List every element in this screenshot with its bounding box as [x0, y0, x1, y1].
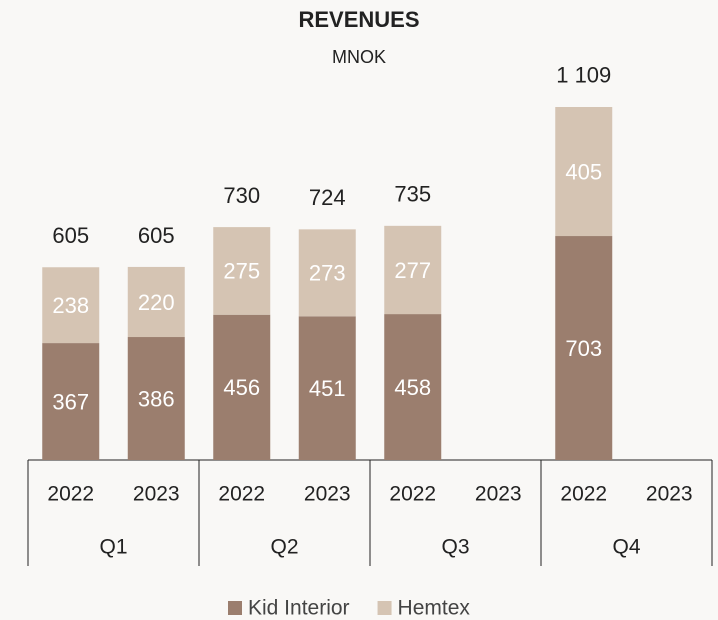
data-label: 405 — [565, 159, 602, 184]
x-tick-label: 2023 — [646, 483, 693, 506]
data-label: 456 — [223, 375, 260, 400]
bar-segment — [298, 316, 356, 460]
data-label: 386 — [138, 386, 175, 411]
legend-label: Hemtex — [398, 597, 471, 620]
bar-segment — [213, 227, 271, 315]
bar-segment — [42, 267, 100, 344]
group-label: Q2 — [270, 536, 298, 559]
data-label: 273 — [309, 261, 346, 286]
total-label: 735 — [394, 182, 431, 207]
bar-segment — [42, 343, 100, 460]
total-label: 1 109 — [556, 62, 611, 87]
data-label: 275 — [223, 259, 260, 284]
data-label: 367 — [52, 389, 89, 414]
bar-segment — [555, 107, 613, 237]
data-label: 703 — [565, 336, 602, 361]
x-tick-label: 2022 — [218, 483, 265, 506]
x-tick-label: 2023 — [133, 483, 180, 506]
legend-label: Kid Interior — [248, 597, 350, 620]
data-label: 451 — [309, 376, 346, 401]
total-label: 605 — [52, 223, 89, 248]
x-tick-label: 2023 — [304, 483, 351, 506]
x-tick-label: 2022 — [389, 483, 436, 506]
bar-segment — [384, 314, 442, 460]
group-label: Q3 — [441, 536, 469, 559]
total-label: 605 — [138, 223, 175, 248]
x-tick-label: 2022 — [560, 483, 607, 506]
chart-title: REVENUES — [298, 7, 419, 32]
bar-segment — [127, 266, 185, 338]
group-label: Q1 — [99, 536, 127, 559]
bar-segment — [384, 225, 442, 315]
bar-segment — [298, 229, 356, 317]
total-label: 730 — [223, 183, 260, 208]
group-label: Q4 — [612, 536, 640, 559]
bar-segment — [127, 337, 185, 460]
total-label: 724 — [309, 185, 346, 210]
data-label: 238 — [52, 293, 89, 318]
data-label: 458 — [394, 375, 431, 400]
legend-swatch — [377, 601, 392, 615]
data-label: 220 — [138, 290, 175, 315]
x-tick-label: 2022 — [47, 483, 94, 506]
legend-swatch — [228, 601, 242, 615]
bar-segment — [555, 236, 613, 460]
bar-segment — [213, 314, 271, 460]
data-label: 277 — [394, 258, 431, 283]
x-tick-label: 2023 — [475, 483, 522, 506]
chart-subtitle: MNOK — [332, 47, 386, 67]
